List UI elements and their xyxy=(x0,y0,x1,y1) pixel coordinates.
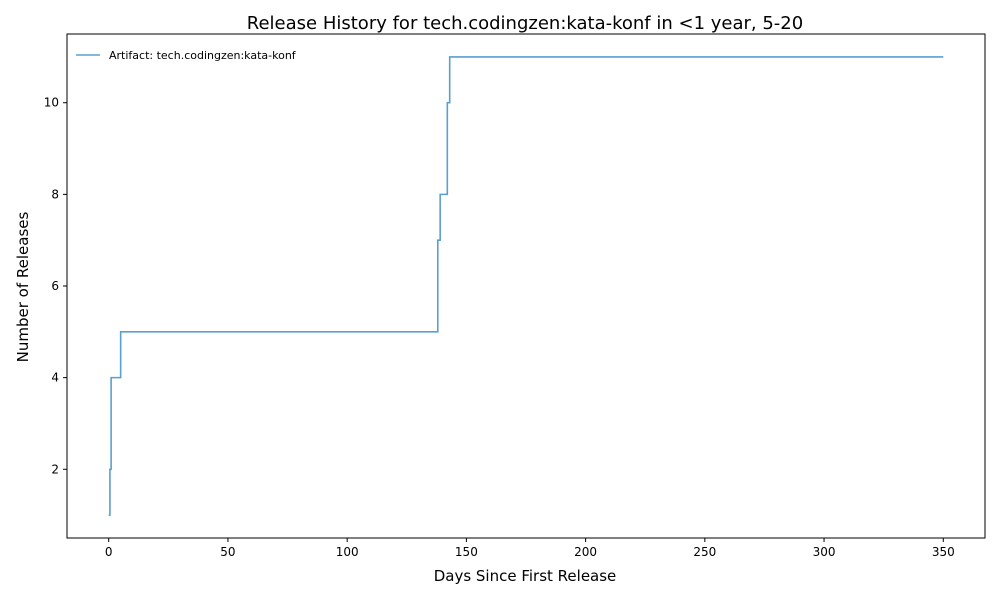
series-layer xyxy=(108,56,944,516)
y-tick-label: 4 xyxy=(51,371,59,385)
x-tick-label: 100 xyxy=(336,545,359,559)
plot-area: 0 50 100 150 200 250 300 350 2 4 6 8 10 xyxy=(44,33,986,559)
y-tick-label: 10 xyxy=(44,96,59,110)
x-axis-ticks: 0 50 100 150 200 250 300 350 xyxy=(105,538,955,559)
x-tick-label: 150 xyxy=(455,545,478,559)
x-tick-label: 350 xyxy=(932,545,955,559)
x-tick-label: 50 xyxy=(220,545,235,559)
chart-title: Release History for tech.codingzen:kata-… xyxy=(247,13,803,34)
x-tick-label: 250 xyxy=(693,545,716,559)
plot-frame xyxy=(66,33,986,539)
legend: Artifact: tech.codingzen:kata-konf xyxy=(76,49,297,62)
legend-label: Artifact: tech.codingzen:kata-konf xyxy=(109,49,297,62)
x-tick-label: 0 xyxy=(105,545,113,559)
y-axis-label: Number of Releases xyxy=(14,211,32,362)
x-axis-label: Days Since First Release xyxy=(434,567,617,585)
y-axis-ticks: 2 4 6 8 10 xyxy=(44,96,67,476)
y-tick-label: 8 xyxy=(51,187,59,201)
y-tick-label: 2 xyxy=(51,462,59,476)
x-tick-label: 300 xyxy=(813,545,836,559)
series-line-0 xyxy=(108,56,944,516)
x-tick-label: 200 xyxy=(574,545,597,559)
y-tick-label: 6 xyxy=(51,279,59,293)
